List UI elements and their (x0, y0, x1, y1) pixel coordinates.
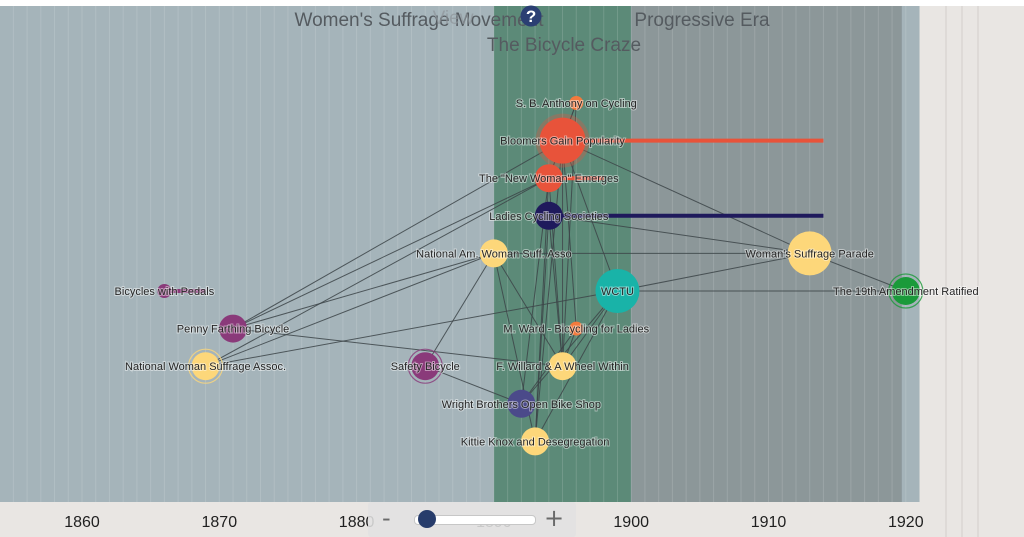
event-node[interactable]: S. B. Anthony on Cycling (515, 96, 638, 111)
axis-tick-label: 1860 (64, 514, 100, 531)
period-labels: Women's Suffrage Movement The Bicycle Cra… (295, 10, 771, 56)
event-node[interactable]: Penny Farthing Bicycle (176, 314, 290, 343)
event-node-circle (548, 352, 577, 381)
event-node[interactable]: Ladies Cycling Societies (488, 201, 610, 230)
event-node-circle (534, 164, 563, 193)
axis-tick-label: 1870 (202, 514, 238, 531)
event-label: National Am. Woman Suff. Asso (416, 248, 572, 260)
event-label: The 19th Amendment Ratified (833, 286, 979, 298)
event-label: WCTU (601, 286, 634, 298)
event-node-ring (888, 273, 924, 309)
event-node[interactable]: The "New Woman" Emerges (478, 164, 620, 193)
event-node-circle (479, 239, 508, 268)
event-node-circle (534, 201, 563, 230)
event-link (205, 177, 550, 367)
axis-tick-label: 1920 (888, 514, 924, 531)
event-node-circle (191, 352, 220, 381)
zoom-control: - + (368, 502, 576, 537)
event-link (205, 290, 618, 367)
zoom-slider-handle[interactable] (418, 510, 436, 528)
event-duration-bars (164, 138, 824, 293)
event-node-ring (187, 348, 224, 384)
event-node-circle (507, 389, 536, 418)
event-node-circle (891, 277, 920, 305)
help-icon: ? (526, 7, 536, 26)
event-label: Wright Brothers Open Bike Shop (442, 399, 601, 411)
event-link (232, 252, 495, 330)
event-node-circle (539, 117, 586, 164)
event-link (232, 328, 563, 367)
event-node[interactable]: Wright Brothers Open Bike Shop (441, 389, 602, 418)
right-margin-lines (945, 6, 979, 537)
event-link (548, 215, 810, 254)
event-node-ring (407, 348, 443, 384)
event-link (232, 177, 550, 330)
help-button[interactable]: ? (520, 5, 542, 27)
event-nodes: S. B. Anthony on Cycling Bloomers Gain Po… (114, 96, 980, 456)
event-label: Kittie Knox and Desegregation (461, 436, 610, 448)
event-node-circle (219, 314, 248, 343)
event-node[interactable]: Kittie Knox and Desegregation (460, 427, 610, 456)
event-label: The "New Woman" Emerges (479, 173, 619, 185)
event-label: Penny Farthing Bicycle (177, 324, 290, 336)
event-node-circle (157, 284, 172, 298)
event-node-circle (569, 96, 584, 110)
event-label: Bicycles with Pedals (115, 286, 215, 298)
event-label: Bloomers Gain Popularity (500, 136, 625, 148)
zoom-out-button[interactable]: - (382, 504, 391, 532)
event-node[interactable]: National Woman Suffrage Assoc. (124, 348, 287, 384)
event-link (493, 253, 563, 367)
view-label: View (433, 8, 474, 29)
zoom-in-button[interactable]: + (544, 504, 565, 532)
event-label: S. B. Anthony on Cycling (516, 98, 637, 110)
event-link (424, 253, 495, 367)
help-circle-icon (520, 5, 542, 27)
period-label: Progressive Era (634, 10, 770, 31)
event-label: Woman's Suffrage Parade (746, 248, 874, 260)
event-node[interactable]: Woman's Suffrage Parade (745, 231, 875, 276)
event-link (562, 140, 810, 254)
event-node-circle (411, 352, 440, 381)
event-link (205, 252, 495, 367)
top-edge (0, 0, 1024, 6)
event-node[interactable]: Bloomers Gain Popularity (499, 113, 626, 168)
event-link (232, 140, 563, 330)
event-link (617, 252, 810, 292)
event-label: M. Ward - Bicycling for Ladies (503, 324, 649, 336)
event-link (534, 140, 564, 442)
event-node-circle (521, 427, 550, 456)
event-node-circle (569, 321, 584, 336)
event-label: National Woman Suffrage Assoc. (125, 361, 286, 373)
period-label: The Bicycle Craze (487, 35, 641, 56)
axis-tick-label: 1880 (339, 514, 375, 531)
event-node[interactable]: Bicycles with Pedals (114, 284, 216, 299)
event-node[interactable]: F. Willard & A Wheel Within (495, 352, 630, 381)
period-label: Women's Suffrage Movement (295, 10, 545, 31)
period-bands (0, 0, 1024, 502)
event-label: Ladies Cycling Societies (489, 211, 609, 223)
axis-tick-label: 1900 (613, 514, 649, 531)
event-node[interactable]: Safety Bicycle (390, 348, 461, 384)
event-node-circle (787, 231, 832, 276)
year-axis: 1860187018801890190019101920 (64, 514, 923, 531)
event-node[interactable]: National Am. Woman Suff. Asso (415, 239, 573, 268)
event-label: Safety Bicycle (391, 361, 460, 373)
period-band (631, 6, 902, 502)
event-label: F. Willard & A Wheel Within (496, 361, 629, 373)
event-node[interactable]: The 19th Amendment Ratified (832, 273, 980, 309)
event-node-circle (595, 269, 640, 313)
event-node[interactable]: WCTU (595, 269, 640, 313)
axis-tick-label: 1910 (751, 514, 787, 531)
zoom-slider[interactable] (414, 510, 536, 528)
event-node[interactable]: M. Ward - Bicycling for Ladies (502, 321, 651, 337)
